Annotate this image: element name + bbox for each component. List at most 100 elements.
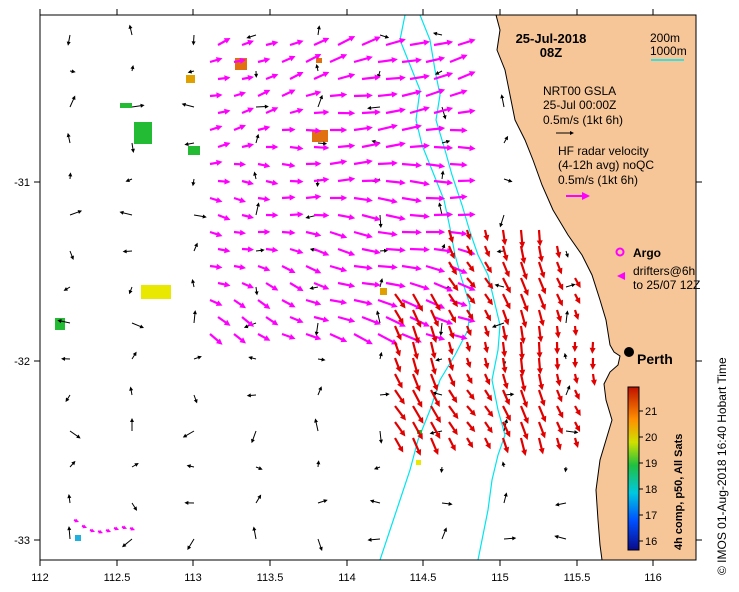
current-arrow-head [122, 525, 127, 530]
current-arrow-head [288, 301, 296, 308]
isobath-200m-label: 200m [650, 31, 680, 45]
current-arrow [337, 247, 353, 256]
current-arrow-head [574, 297, 581, 305]
current-arrow-head [66, 41, 71, 46]
current-arrow [353, 160, 370, 166]
current-arrow-head [555, 379, 562, 387]
map-time: 08Z [540, 45, 562, 60]
current-arrow-head [224, 178, 231, 185]
current-arrow-head [314, 54, 322, 60]
current-arrow [429, 437, 438, 453]
current-arrow-head [383, 248, 389, 253]
current-arrow-head [257, 494, 262, 499]
current-arrow [411, 357, 419, 373]
current-arrow-head [297, 178, 304, 185]
current-arrow [433, 281, 451, 291]
current-arrow-head [369, 499, 375, 504]
x-tick-label: 114.5 [410, 572, 437, 584]
current-arrow-head [415, 197, 422, 204]
current-arrow-head [486, 394, 493, 402]
current-arrow-head [519, 241, 526, 248]
current-arrow-head [484, 378, 491, 386]
current-arrow-head [340, 232, 348, 239]
current-arrow-head [122, 249, 127, 254]
current-arrow-head [216, 92, 223, 99]
current-arrow [433, 107, 450, 115]
current-arrow-head [438, 202, 442, 207]
current-arrow-head [366, 92, 373, 99]
current-arrow-head [366, 125, 373, 132]
current-arrow-head [373, 465, 379, 470]
current-arrow-head [296, 39, 304, 46]
current-arrow-head [263, 265, 271, 272]
current-arrow-head [184, 500, 189, 505]
current-arrow-head [349, 143, 356, 149]
current-arrow-head [423, 213, 430, 220]
current-arrow [409, 75, 427, 81]
current-arrow-head [140, 103, 145, 108]
current-arrow [411, 325, 419, 341]
current-arrow-head [374, 319, 381, 326]
current-arrow-head [128, 24, 133, 29]
current-arrow [440, 322, 443, 334]
current-arrow-head [340, 299, 348, 305]
current-arrow-head [323, 212, 330, 219]
current-arrow-head [466, 329, 472, 337]
current-arrow-head [574, 393, 580, 401]
current-arrow-head [435, 416, 441, 423]
current-arrow-head [130, 64, 135, 70]
current-arrow-head [501, 238, 508, 246]
current-arrow [188, 538, 195, 549]
current-arrow [429, 373, 438, 389]
current-arrow-head [571, 283, 576, 288]
current-arrow-head [186, 464, 191, 469]
current-arrow-head [341, 127, 348, 134]
current-arrow-head [433, 320, 439, 327]
current-arrow-head [309, 247, 315, 252]
current-arrow-head [314, 90, 322, 97]
current-arrow-head [391, 302, 398, 308]
current-arrow [361, 281, 378, 286]
current-arrow-head [224, 281, 231, 288]
current-arrow [433, 145, 450, 149]
current-arrow-head [554, 364, 561, 371]
current-arrow-head [314, 231, 322, 238]
current-arrow-head [318, 386, 322, 391]
current-arrow-head [322, 284, 330, 290]
current-arrow-head [289, 229, 296, 236]
current-arrow-head [439, 331, 444, 336]
current-arrow [401, 125, 419, 132]
current-arrow-head [247, 213, 255, 220]
current-arrow-head [571, 345, 578, 353]
current-arrow-head [239, 161, 247, 168]
current-arrow-head [374, 36, 381, 42]
current-arrow-head [391, 91, 398, 98]
current-arrow [315, 420, 319, 432]
current-arrow-head [384, 34, 390, 39]
current-arrow-head [469, 317, 476, 324]
current-arrow [425, 57, 442, 64]
current-arrow [353, 264, 370, 270]
current-arrow-head [348, 176, 356, 183]
current-arrow-head [397, 317, 404, 325]
current-arrow [377, 264, 395, 269]
current-arrow [409, 213, 427, 218]
current-arrow-head [566, 385, 571, 390]
current-arrow-head [505, 286, 511, 294]
current-arrow [361, 247, 378, 254]
current-arrow-head [537, 255, 544, 263]
current-arrow [425, 89, 443, 98]
current-arrow-head [247, 246, 255, 253]
current-arrow-head [446, 71, 454, 78]
current-arrow [69, 210, 80, 216]
current-arrow-head [399, 215, 406, 221]
current-arrow-head [468, 265, 475, 273]
current-arrow-head [247, 179, 255, 186]
current-arrow-head [574, 425, 581, 433]
current-arrow-head [439, 195, 446, 202]
current-arrow-head [446, 179, 454, 186]
current-arrow-head [452, 412, 459, 420]
current-arrow-head [554, 331, 561, 339]
current-arrow-head [461, 127, 468, 134]
current-arrow-head [399, 301, 406, 309]
